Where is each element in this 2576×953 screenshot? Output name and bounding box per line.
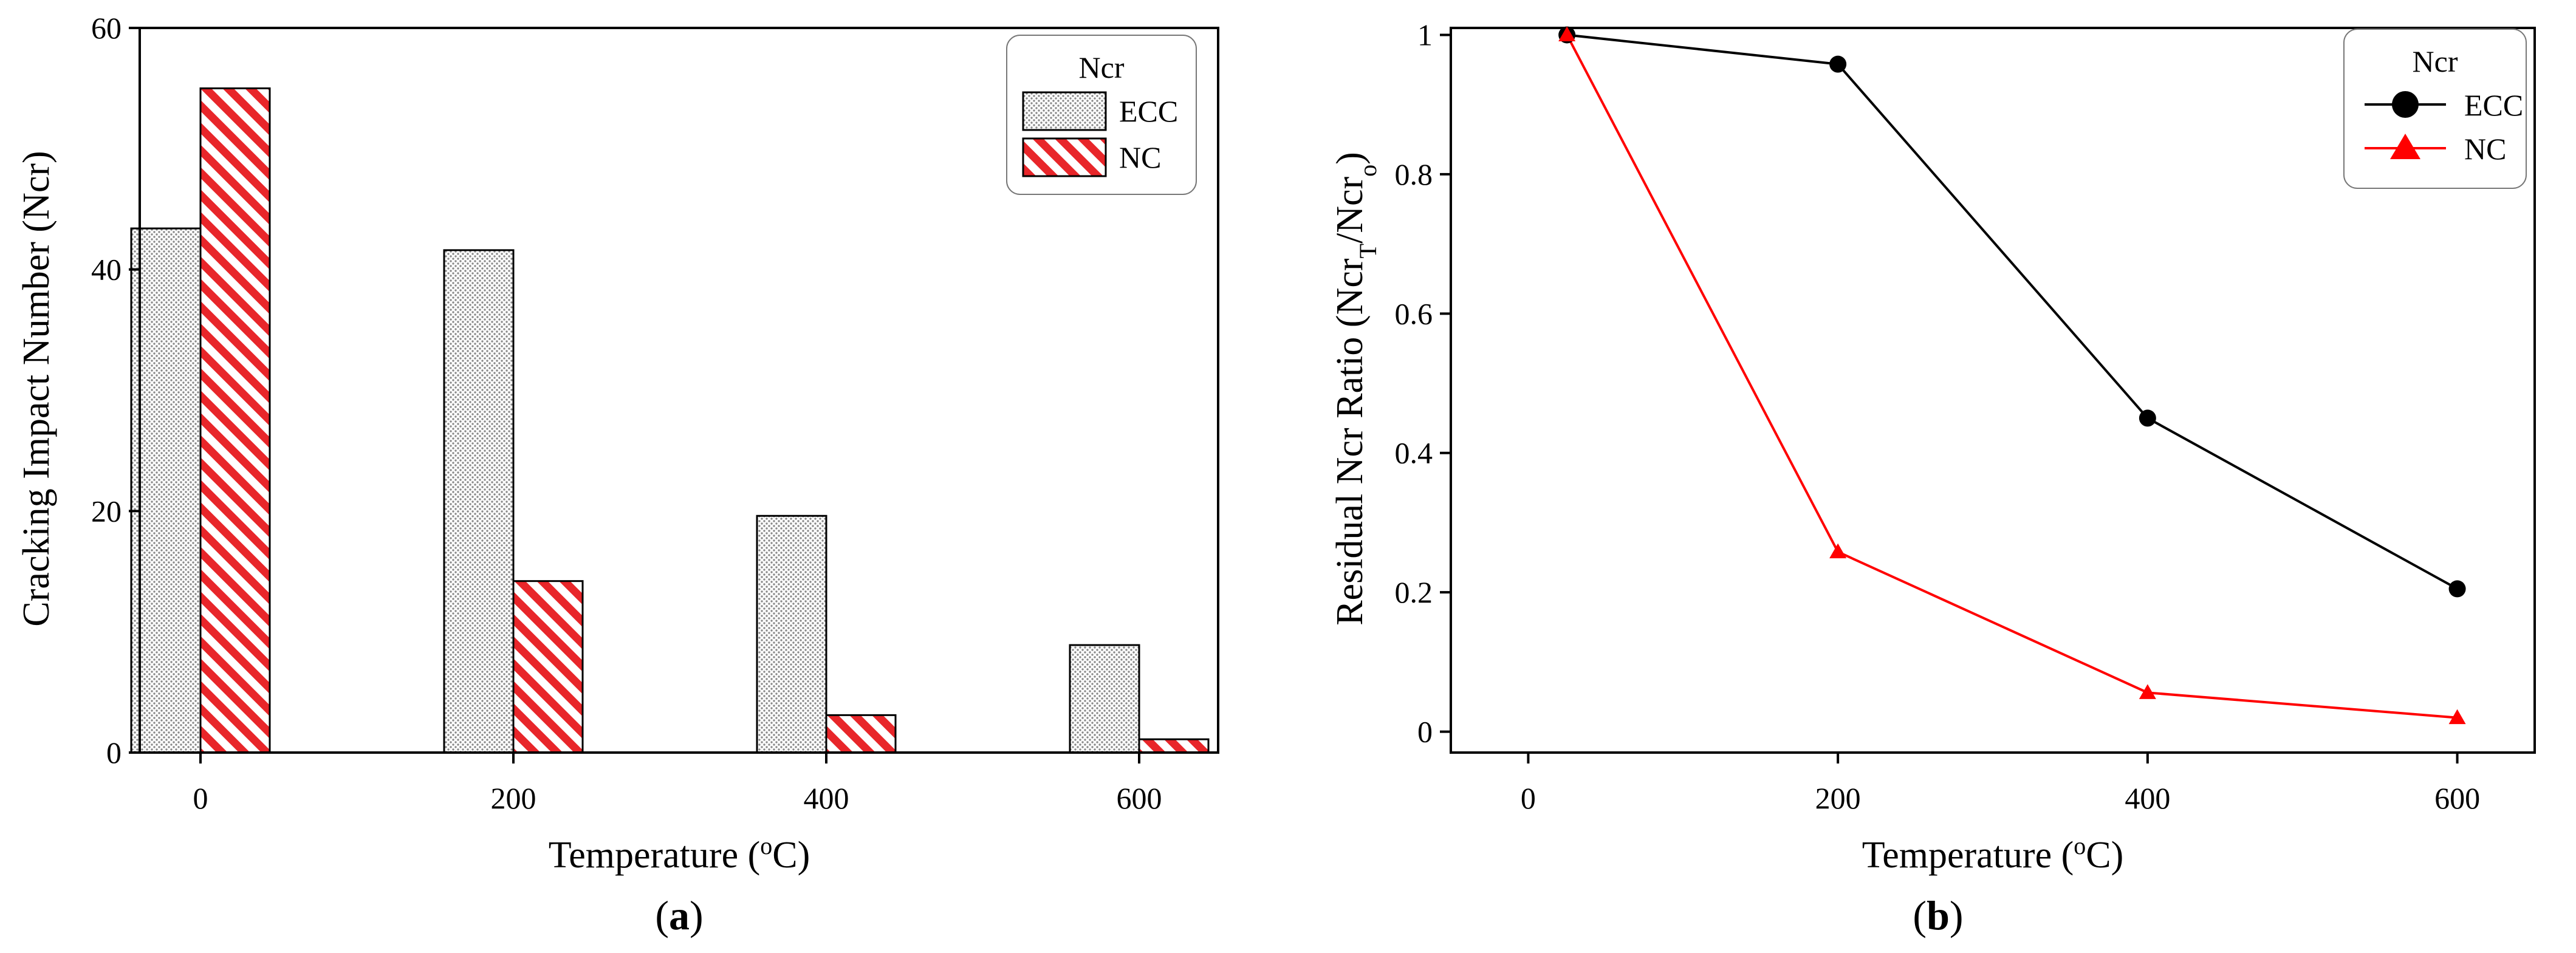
y-axis-title: Cracking Impact Number (Ncr): [16, 151, 57, 626]
legend-label-ecc: ECC: [1119, 94, 1178, 128]
legend-marker-ecc: [2392, 91, 2419, 118]
legend-title: Ncr: [1079, 50, 1125, 84]
point-nc: [1829, 544, 1846, 559]
y-axis-title-b-sub-t: T: [1354, 244, 1382, 258]
legend-swatch-ecc: [1023, 92, 1106, 130]
panel-label-a-letter: a: [669, 892, 690, 938]
x-axis-title-degree: o: [760, 832, 772, 859]
x-axis-title-b-prefix: Temperature (: [1862, 835, 2074, 876]
legend-title-b: Ncr: [2413, 44, 2458, 78]
y-tick-label-b: 0.6: [1395, 296, 1433, 330]
bar-ecc-600: [1070, 645, 1139, 753]
panel-label-b-close: ): [1950, 892, 1964, 938]
y-tick-label-b: 0.8: [1395, 157, 1433, 191]
x-tick-label-b: 400: [2125, 781, 2170, 815]
y-axis-title-b-mid: /Ncr: [1329, 177, 1371, 244]
x-axis-title-suffix: C): [772, 835, 810, 876]
bar-nc-600: [1139, 739, 1208, 753]
x-axis-title-prefix: Temperature (: [549, 835, 761, 876]
bar-chart-panel: 0 20 40 60 0 200 400 600 Cracking Impact Numbe…: [16, 11, 1218, 938]
legend-label-b-ecc: ECC: [2464, 88, 2523, 122]
y-axis-title-b-main: Residual Ncr Ratio (Ncr: [1329, 258, 1371, 626]
line-chart-panel: 0 0.2 0.4 0.6 0.8 1 0 200 400 600 Residual Ncr R…: [1329, 18, 2535, 938]
x-tick-label: 400: [804, 781, 849, 815]
y-tick-label: 40: [91, 253, 122, 287]
x-tick-label-b: 600: [2434, 781, 2480, 815]
bar-nc-0: [200, 88, 270, 753]
legend-b: Ncr ECC NC: [2344, 29, 2526, 188]
x-tick-label-b: 0: [1521, 781, 1536, 815]
point-ecc: [2449, 580, 2466, 597]
point-ecc: [1829, 56, 1846, 73]
bar-nc-200: [513, 581, 583, 753]
x-axis-ticks: 0 200 400 600: [193, 753, 1162, 815]
y-tick-label: 60: [91, 11, 122, 45]
x-axis-title: Temperature (oC): [549, 832, 810, 876]
series-line-ecc: [1567, 35, 2457, 589]
x-tick-label: 0: [193, 781, 208, 815]
y-tick-label-b: 0.2: [1395, 575, 1433, 609]
legend-label-nc: NC: [1119, 140, 1161, 174]
y-axis-ticks-b: 0 0.2 0.4 0.6 0.8 1: [1395, 18, 1451, 748]
y-tick-label: 0: [106, 736, 122, 770]
bar-ecc-200: [444, 250, 513, 753]
y-axis-title-b: Residual Ncr Ratio (NcrT/Ncro): [1329, 152, 1382, 626]
x-axis-title-b: Temperature (oC): [1862, 832, 2124, 876]
panel-label-b-letter: b: [1927, 892, 1950, 938]
x-tick-label: 600: [1117, 781, 1162, 815]
y-tick-label-b: 0.4: [1395, 436, 1433, 470]
x-axis-title-b-degree: o: [2074, 832, 2086, 859]
legend: Ncr ECC NC: [1007, 35, 1196, 194]
y-axis-title-b-end: ): [1329, 152, 1371, 165]
panel-label-a-close: ): [690, 892, 704, 938]
point-ecc: [2139, 409, 2156, 426]
panel-label-a: (a): [655, 892, 703, 938]
panel-label-b: (b): [1913, 892, 1963, 938]
bar-nc-400: [826, 715, 896, 753]
y-axis-title-b-sub-o: o: [1354, 165, 1382, 177]
legend-swatch-nc: [1023, 138, 1106, 176]
legend-label-b-nc: NC: [2464, 132, 2506, 166]
y-tick-label: 20: [91, 494, 122, 528]
panel-label-a-open: (: [655, 892, 669, 938]
x-axis-title-b-suffix: C): [2086, 835, 2123, 876]
x-tick-label-b: 200: [1815, 781, 1861, 815]
bar-ecc-0: [131, 228, 200, 753]
x-axis-ticks-b: 0 200 400 600: [1521, 753, 2480, 815]
y-tick-label-b: 1: [1417, 18, 1433, 52]
x-tick-label: 200: [491, 781, 536, 815]
panel-label-b-open: (: [1913, 892, 1927, 938]
line-series-group: [1558, 26, 2465, 724]
bar-ecc-400: [757, 516, 826, 753]
figure: 0 20 40 60 0 200 400 600 Cracking Impact Numbe…: [0, 0, 2576, 953]
y-tick-label-b: 0: [1417, 715, 1433, 749]
point-nc: [2139, 684, 2156, 699]
series-line-nc: [1567, 35, 2457, 717]
